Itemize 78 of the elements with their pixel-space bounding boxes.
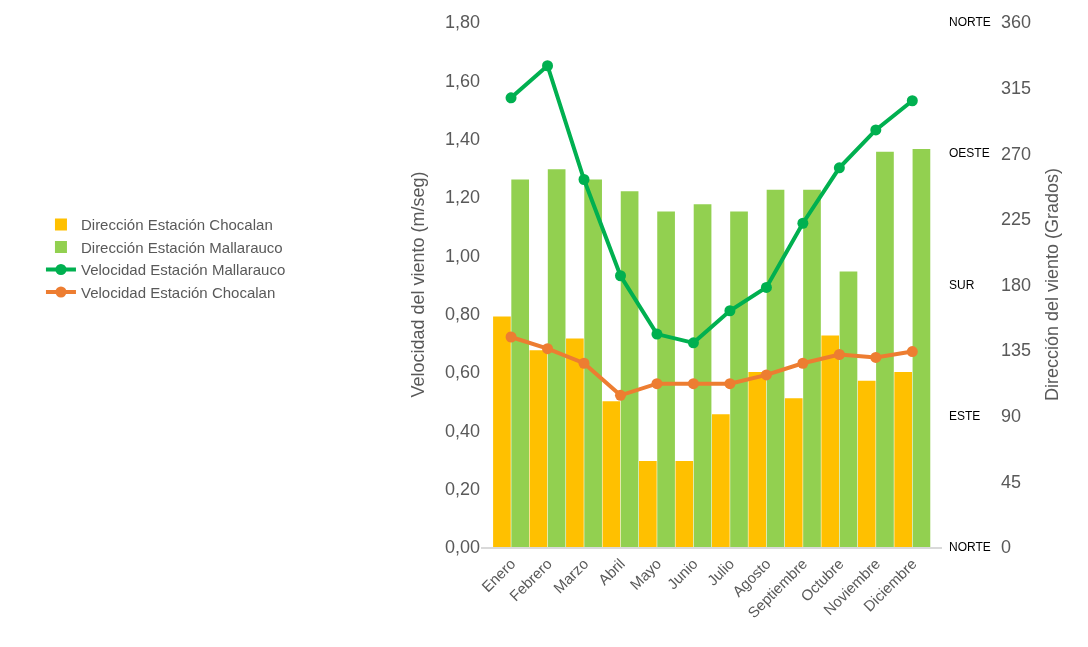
bar (766, 189, 785, 547)
bar (584, 179, 602, 547)
point (542, 60, 554, 72)
bar (730, 211, 748, 547)
y-tick-label: 0,60 (445, 362, 481, 383)
bar (711, 414, 730, 547)
bar (529, 350, 548, 547)
bar (876, 151, 894, 547)
point (797, 357, 809, 369)
bar (748, 372, 767, 547)
y-tick-label: 1,60 (445, 70, 481, 91)
bar (857, 380, 876, 547)
point (870, 124, 882, 136)
point (651, 378, 663, 390)
bar (620, 191, 639, 547)
y-tick-label: 0,40 (445, 420, 481, 441)
y2-tick-label: 135 (1000, 340, 1031, 361)
bar (566, 338, 584, 547)
bar (639, 460, 657, 547)
point (614, 270, 626, 282)
y-tick-label: 1,00 (445, 245, 481, 266)
bar (657, 211, 675, 547)
bar (602, 401, 621, 547)
bar (693, 204, 712, 547)
bar (493, 316, 511, 547)
text: NORTE (949, 540, 991, 554)
text: OESTE (949, 146, 990, 160)
point (505, 92, 517, 104)
point (870, 351, 882, 363)
y2-tick-label: 180 (1000, 274, 1031, 295)
bar (675, 460, 694, 547)
y2-tick-label: 90 (1000, 406, 1021, 427)
bar (803, 189, 821, 547)
y-tick-label: 1,20 (445, 187, 481, 208)
point (797, 217, 809, 229)
legend-label: Velocidad Estación Mallarauco (80, 261, 286, 279)
point (542, 343, 554, 355)
y-tick-label: 1,40 (445, 128, 481, 149)
point (760, 281, 772, 293)
y2-axis-title: Dirección del viento (Grados) (1042, 167, 1063, 402)
point (687, 378, 699, 390)
y-axis-title: Velocidad del viento (m/seg) (408, 171, 429, 398)
point (505, 331, 517, 343)
point (833, 162, 845, 174)
point (760, 369, 772, 381)
bar (821, 335, 840, 547)
point (906, 95, 918, 107)
y-tick-label: 0,80 (445, 303, 481, 324)
y-tick-label: 1,80 (445, 12, 481, 33)
point (724, 305, 736, 317)
text: ESTE (949, 409, 981, 423)
point (687, 337, 699, 349)
legend-label: Dirección Estación Chocalan (80, 216, 273, 234)
y-tick-label: 0,00 (445, 537, 481, 558)
point (578, 174, 590, 185)
bar (894, 372, 913, 547)
y2-tick-label: 45 (1000, 471, 1021, 492)
y-tick-label: 0,20 (445, 478, 481, 499)
legend-label: Velocidad Estación Chocalan (80, 283, 276, 301)
text: NORTE (949, 15, 991, 29)
bar (912, 148, 931, 547)
point (578, 357, 590, 369)
point (724, 378, 736, 390)
legend-label: Dirección Estación Mallarauco (80, 238, 283, 256)
y2-tick-label: 360 (1000, 12, 1031, 33)
point (614, 389, 626, 401)
point (651, 328, 663, 340)
y2-tick-label: 315 (1000, 77, 1031, 98)
bar (511, 179, 530, 547)
y2-tick-label: 270 (1000, 143, 1031, 164)
bar (839, 271, 858, 547)
point (833, 349, 845, 360)
point (906, 346, 918, 358)
text: SUR (949, 278, 975, 292)
y2-tick-label: 0 (1000, 537, 1011, 558)
bar (784, 398, 803, 547)
y2-tick-label: 225 (1000, 209, 1031, 230)
bar (547, 169, 566, 547)
